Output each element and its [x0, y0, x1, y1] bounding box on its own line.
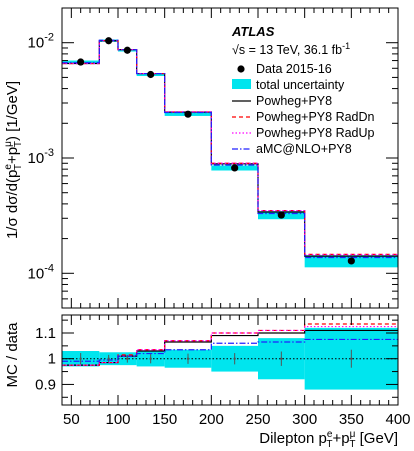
- ratio-y-tick-label: 1.1: [35, 325, 56, 342]
- y-axis-title: 1/σ dσ/d(peT+pμT) [1/GeV]: [3, 81, 24, 239]
- x-tick-label: 350: [339, 411, 364, 428]
- x-axis-title-suffix: [GeV]: [355, 430, 398, 447]
- data-point: [77, 58, 85, 66]
- main-y-ticks: [62, 7, 398, 309]
- x-tick-label: 400: [385, 411, 410, 428]
- main-panel: 10-2 10-3 10-4: [28, 7, 399, 309]
- legend: Data 2015-16 total uncertainty Powheg+PY8 P…: [232, 62, 375, 156]
- legend-data-marker: [237, 65, 245, 73]
- data-point: [184, 110, 192, 118]
- ratio-y-ticks: [62, 319, 398, 398]
- ratio-y-axis-title: MC / data: [4, 322, 21, 388]
- y-tick-label: 10-2: [28, 32, 54, 52]
- x-axis-title-sub1: T: [326, 439, 332, 450]
- ratio-panel: 0.9 1 1.1 50 100 150 200 250 300 350 400: [35, 314, 411, 428]
- x-axis-title: Dilepton pe T+pμ T [GeV]: [259, 429, 398, 450]
- ratio-data-errors: [79, 349, 353, 368]
- data-point: [147, 70, 155, 79]
- y-axis-title-sup2: μ: [3, 141, 14, 147]
- legend-series-label-2: Powheg+PY8 RadUp: [256, 126, 375, 140]
- x-axis-title-sup1: e: [327, 429, 333, 440]
- legend-series-label-3: aMC@NLO+PY8: [256, 142, 352, 156]
- data-points: [77, 37, 355, 265]
- main-x-ticks: [61, 8, 399, 308]
- x-tick-label: 250: [245, 411, 270, 428]
- energy-text: √s = 13 TeV, 36.1 fb: [232, 43, 342, 57]
- data-point: [123, 46, 131, 54]
- energy-exponent: -1: [342, 41, 350, 51]
- x-tick-label: 50: [63, 411, 80, 428]
- x-axis-title-sup2: μ: [350, 429, 356, 440]
- legend-uncertainty-swatch: [232, 79, 251, 89]
- x-tick-label: 100: [105, 411, 130, 428]
- x-axis-title-sub2: T: [349, 439, 355, 450]
- ratio-y-tick-label: 0.9: [35, 376, 56, 393]
- experiment-label: ATLAS: [231, 24, 275, 39]
- y-axis-title-sup1: e: [3, 164, 14, 170]
- x-tick-label: 200: [199, 411, 224, 428]
- ratio-x-ticks: [61, 315, 399, 405]
- data-point: [231, 164, 239, 172]
- y-axis-title-part1: 1/σ dσ/d(p: [4, 170, 21, 239]
- legend-series-label-1: Powheg+PY8 RadDn: [256, 110, 375, 124]
- y-axis-title-part2: ) [1/GeV]: [4, 81, 21, 141]
- data-point: [277, 211, 285, 219]
- y-tick-label: 10-3: [28, 147, 54, 167]
- x-axis-title-prefix: Dilepton p: [259, 430, 327, 447]
- ratio-data-point: [126, 357, 129, 360]
- ratio-data-point: [350, 357, 353, 360]
- legend-data-label: Data 2015-16: [256, 62, 332, 76]
- x-axis-title-mid: +p: [332, 430, 349, 447]
- data-point: [347, 257, 355, 265]
- ratio-data-point: [186, 357, 190, 360]
- x-tick-label: 150: [152, 411, 177, 428]
- y-tick-label: 10-4: [28, 262, 54, 282]
- legend-series-label-0: Powheg+PY8: [256, 94, 332, 108]
- x-tick-label: 300: [292, 411, 317, 428]
- y-axis-title-sub2: T: [13, 141, 24, 147]
- ratio-data-point: [149, 357, 152, 360]
- y-axis-title-sub1: T: [13, 164, 24, 170]
- ratio-data-point: [233, 357, 236, 360]
- ratio-data-point: [280, 357, 283, 360]
- ratio-data-point: [79, 357, 82, 360]
- legend-uncertainty-label: total uncertainty: [256, 78, 345, 92]
- ratio-data-point: [107, 357, 110, 360]
- ratio-y-tick-label: 1: [48, 351, 56, 368]
- energy-label: √s = 13 TeV, 36.1 fb-1: [232, 41, 350, 57]
- y-axis-title-mid: +p: [4, 147, 21, 164]
- data-point: [105, 37, 113, 45]
